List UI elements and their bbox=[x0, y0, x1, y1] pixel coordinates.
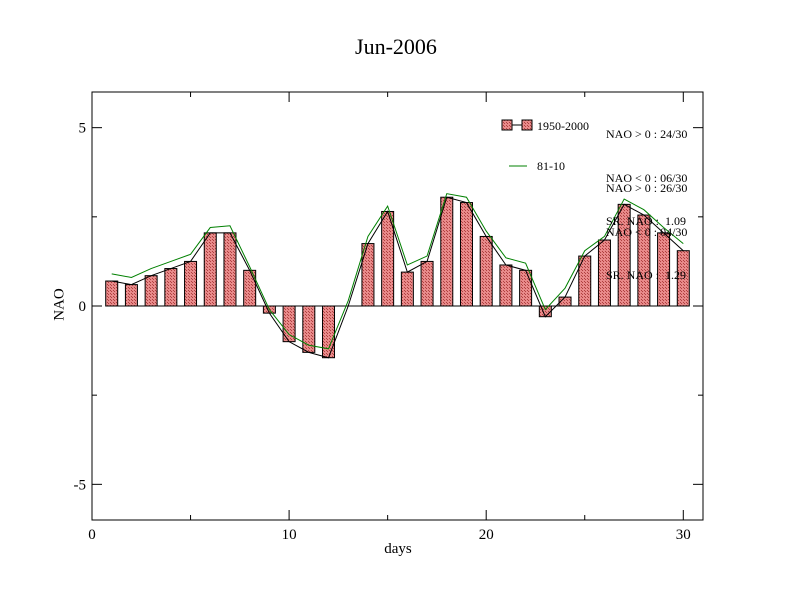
bar-day-5 bbox=[184, 260, 198, 307]
bar-day-16 bbox=[400, 271, 414, 307]
stats-81-10-line-1: NAO > 0 : 26/30 bbox=[606, 181, 688, 195]
bar-day-12 bbox=[322, 305, 336, 359]
bar-day-21 bbox=[499, 264, 513, 307]
stats-81-10: NAO > 0 : 26/30 NAO < 0 : 04/30 SR. NAO … bbox=[606, 152, 687, 297]
bar-day-14 bbox=[361, 243, 375, 307]
stats-1950-2000-line-3: SR. NAO : 1.09 bbox=[606, 214, 687, 228]
y-tick-label-0: 0 bbox=[79, 299, 87, 315]
bar-day-22 bbox=[519, 269, 533, 307]
legend-bar-swatch-left bbox=[501, 119, 513, 131]
bar-day-1 bbox=[105, 280, 119, 307]
stats-1950-2000: NAO > 0 : 24/30 NAO < 0 : 06/30 SR. NAO … bbox=[606, 98, 687, 243]
stats-81-10-line-3: SR. NAO : 1.29 bbox=[606, 268, 687, 282]
bar-day-19 bbox=[459, 202, 473, 307]
bar-day-25 bbox=[578, 255, 592, 307]
series-line-1950-2000 bbox=[111, 196, 684, 359]
legend-label-81-10: 81-10 bbox=[537, 159, 565, 173]
x-axis-label: days bbox=[384, 541, 412, 557]
bar-day-18 bbox=[440, 196, 454, 307]
x-tick-label-0: 0 bbox=[88, 527, 96, 543]
x-tick-label-10: 10 bbox=[282, 527, 297, 543]
y-axis-label: NAO bbox=[51, 288, 68, 321]
bar-day-20 bbox=[479, 235, 493, 307]
stats-1950-2000-line-2: NAO < 0 : 06/30 bbox=[606, 170, 688, 185]
ticks-layer: 0 10 20 30 -5 0 5 bbox=[74, 92, 703, 543]
chart-title: Jun-2006 bbox=[355, 34, 437, 59]
stats-1950-2000-line-1: NAO > 0 : 24/30 bbox=[606, 127, 688, 141]
x-tick-label-20: 20 bbox=[479, 527, 494, 543]
bar-day-3 bbox=[144, 275, 158, 307]
bars-layer bbox=[105, 196, 690, 359]
bar-day-4 bbox=[164, 268, 178, 307]
bar-day-6 bbox=[203, 232, 217, 307]
series-line-81-10 bbox=[111, 193, 684, 350]
y-tick-label--5: -5 bbox=[74, 477, 87, 493]
bar-day-7 bbox=[223, 232, 237, 307]
y-tick-label-5: 5 bbox=[79, 121, 87, 137]
lines-layer bbox=[111, 193, 684, 359]
legend-label-1950-2000: 1950-2000 bbox=[537, 119, 589, 133]
legend bbox=[501, 119, 533, 167]
bar-day-17 bbox=[420, 260, 434, 307]
bar-day-2 bbox=[124, 284, 138, 307]
stats-81-10-line-2: NAO < 0 : 04/30 bbox=[606, 224, 688, 239]
legend-bar-swatch-right bbox=[521, 119, 533, 131]
x-tick-label-30: 30 bbox=[676, 527, 691, 543]
